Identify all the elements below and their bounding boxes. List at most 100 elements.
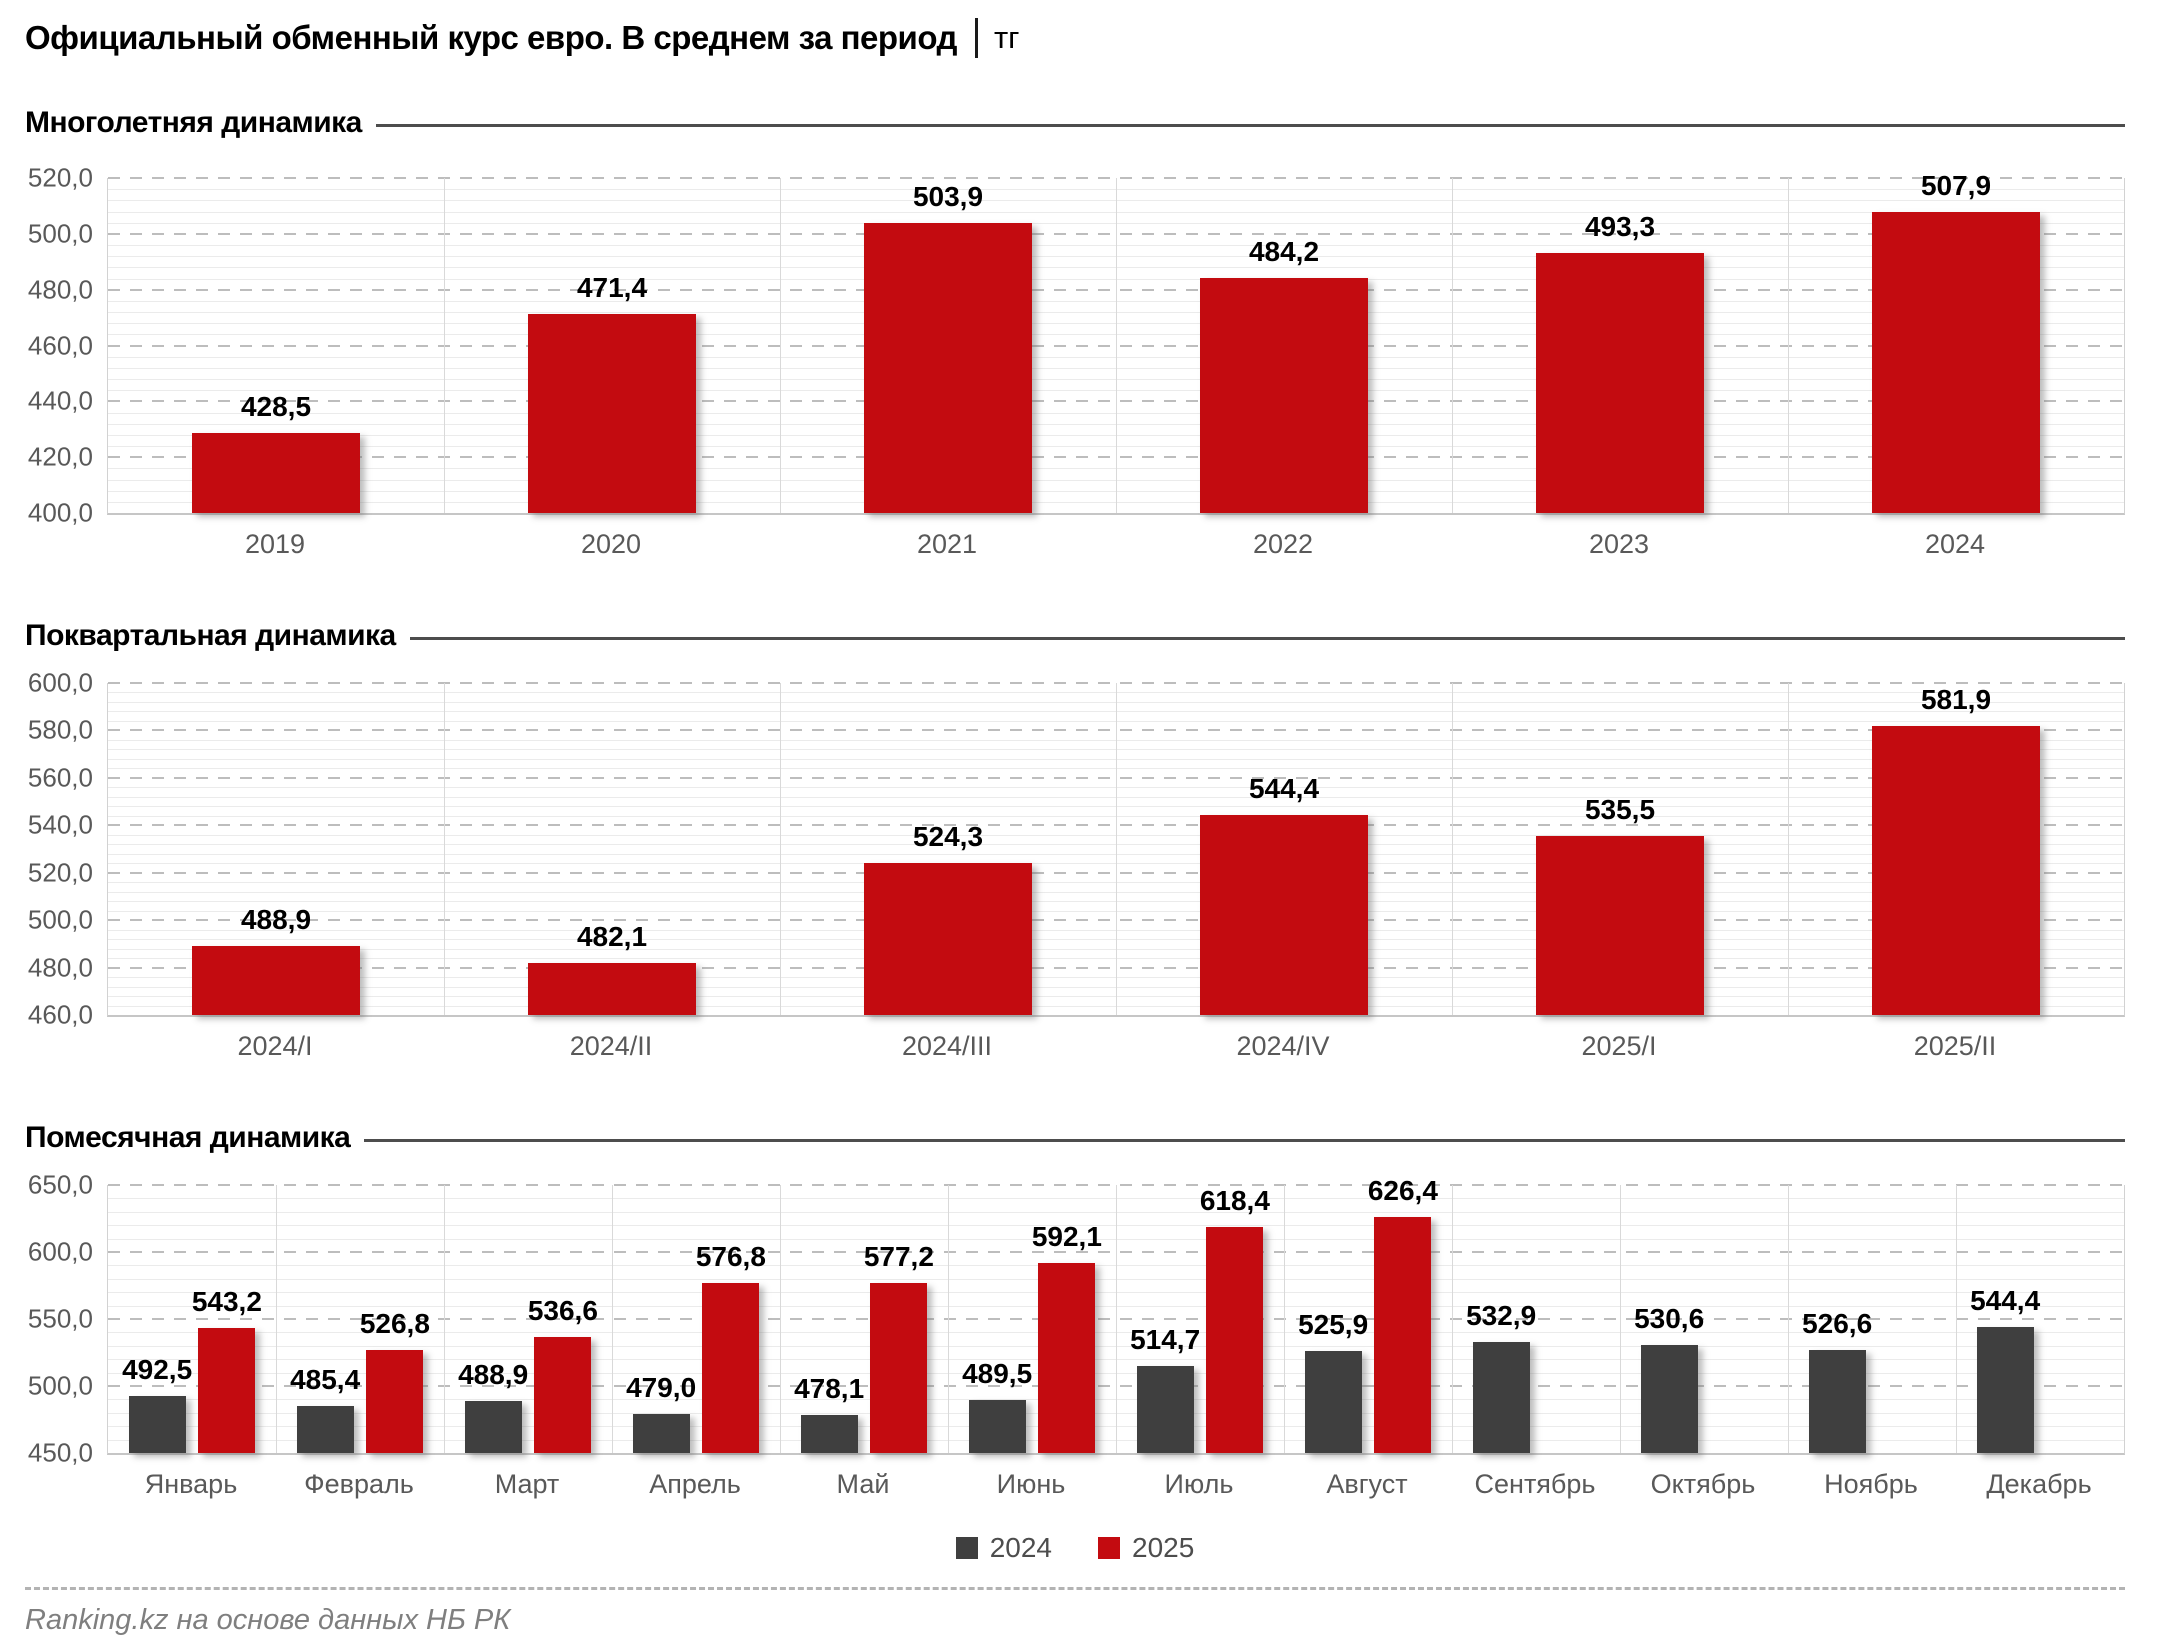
x-tick-label: 2024/III xyxy=(901,1030,993,1061)
bar-value-label: 525,9 xyxy=(1298,1309,1369,1341)
bar-value-label: 526,6 xyxy=(1802,1308,1873,1340)
legend-swatch-2025 xyxy=(1098,1537,1120,1559)
chart-monthly: 450,0 500,0 550,0 600,0 650,0 492,5 543,2 485,… xyxy=(25,1170,2125,1513)
section-rule xyxy=(409,636,2125,640)
y-tick-label: 400,0 xyxy=(27,497,93,528)
bar-2025-Июль xyxy=(1206,1227,1264,1453)
x-tick-label: Июль xyxy=(1164,1468,1234,1499)
legend-item-2024: 2024 xyxy=(955,1532,1052,1564)
bar-value-2025/II xyxy=(1872,725,2040,1015)
chart-multiyear: 400,0 420,0 440,0 460,0 480,0 500,0 520,0 428,… xyxy=(25,163,2125,573)
category-separator xyxy=(780,1185,781,1453)
category-separator xyxy=(1116,178,1117,513)
bar-2024-Март xyxy=(464,1400,522,1453)
x-axis-labels: 2024/I 2024/II 2024/III 2024/IV 2025/I 2025/I… xyxy=(107,1017,2125,1075)
y-tick-label: 600,0 xyxy=(27,1236,93,1267)
bar-2024-Ноябрь xyxy=(1808,1350,1866,1453)
bar-value-label: 488,9 xyxy=(458,1358,529,1390)
bar-value-2022 xyxy=(1200,277,1368,513)
bar-value-2024/II xyxy=(528,962,696,1015)
x-tick-label: Декабрь xyxy=(1986,1468,2092,1499)
x-tick-label: 2025/I xyxy=(1581,1030,1657,1061)
category-separator xyxy=(612,1185,613,1453)
category-separator xyxy=(1284,1185,1285,1453)
section-multiyear: Многолетняя динамика 400,0 420,0 440,0 460,… xyxy=(25,106,2125,573)
bar-value-label: 482,1 xyxy=(576,920,648,952)
bar-2025-Май xyxy=(870,1282,928,1453)
bar-value-label: 507,9 xyxy=(1920,169,1992,201)
bar-2024-Июнь xyxy=(968,1400,1026,1453)
bar-value-label: 492,5 xyxy=(122,1354,193,1386)
plot-area: 488,9 482,1 524,3 544,4 535,5 581,9 xyxy=(107,682,2125,1017)
bar-2024-Декабрь xyxy=(1976,1326,2034,1453)
legend-item-2025: 2025 xyxy=(1098,1532,1194,1564)
bar-2024-Февраль xyxy=(296,1405,354,1453)
bar-value-2021 xyxy=(864,222,1032,513)
bar-value-label: 493,3 xyxy=(1584,210,1656,242)
bar-value-label: 544,4 xyxy=(1970,1284,2041,1316)
bar-value-label: 428,5 xyxy=(240,391,312,423)
bar-value-label: 581,9 xyxy=(1920,683,1992,715)
y-tick-label: 650,0 xyxy=(27,1169,93,1200)
x-tick-label: 2024 xyxy=(1924,528,1986,559)
y-tick-label: 550,0 xyxy=(27,1303,93,1334)
plot-area: 492,5 543,2 485,4 526,8 488,9 536,6 479,0 576,8… xyxy=(107,1176,2125,1455)
bar-2024-Октябрь xyxy=(1640,1345,1698,1453)
bar-value-label: 536,6 xyxy=(527,1294,598,1326)
y-tick-label: 500,0 xyxy=(27,218,93,249)
bar-value-label: 489,5 xyxy=(962,1358,1033,1390)
x-tick-label: Август xyxy=(1326,1468,1408,1499)
x-tick-label: 2025/II xyxy=(1913,1030,1997,1061)
category-separator xyxy=(780,178,781,513)
y-tick-label: 580,0 xyxy=(27,714,93,745)
y-tick-label: 500,0 xyxy=(27,904,93,935)
category-separator xyxy=(780,683,781,1015)
category-separator xyxy=(1620,1185,1621,1453)
section-rule xyxy=(375,123,2125,127)
bar-value-label: 485,4 xyxy=(290,1363,361,1395)
y-tick-label: 460,0 xyxy=(27,330,93,360)
category-separator xyxy=(1116,683,1117,1015)
bar-value-label: 526,8 xyxy=(359,1308,430,1340)
bar-value-label: 577,2 xyxy=(863,1240,934,1272)
bar-value-label: 535,5 xyxy=(1584,793,1656,825)
y-tick-label: 540,0 xyxy=(27,809,93,840)
x-tick-label: Май xyxy=(836,1468,890,1499)
y-axis: 460,0 480,0 500,0 520,0 540,0 560,0 580,0 600,0 xyxy=(25,668,107,1030)
bar-value-label: 544,4 xyxy=(1248,772,1320,804)
chart-quarterly: 460,0 480,0 500,0 520,0 540,0 560,0 580,0 600,0… xyxy=(25,668,2125,1075)
section-title: Многолетняя динамика xyxy=(25,106,362,139)
bar-2024-Апрель xyxy=(632,1414,690,1453)
page-title: Официальный обменный курс евро. В средне… xyxy=(25,14,2125,62)
x-tick-label: 2024/II xyxy=(569,1030,653,1061)
section-header-quarterly: Поквартальная динамика xyxy=(25,619,2125,653)
page-title-text: Официальный обменный курс евро. В средне… xyxy=(25,19,957,56)
category-separator xyxy=(444,1185,445,1453)
x-tick-label: Апрель xyxy=(649,1468,741,1499)
x-tick-label: Март xyxy=(494,1468,560,1499)
bar-value-label: 471,4 xyxy=(576,271,648,303)
bar-2025-Апрель xyxy=(702,1283,760,1453)
category-separator xyxy=(1788,1185,1789,1453)
bar-value-label: 626,4 xyxy=(1367,1174,1438,1206)
title-separator-bar xyxy=(974,18,978,58)
bar-value-label: 503,9 xyxy=(912,180,984,212)
category-separator xyxy=(276,1185,277,1453)
x-tick-label: Июнь xyxy=(996,1468,1066,1499)
category-separator xyxy=(1788,178,1789,513)
x-tick-label: 2023 xyxy=(1588,528,1650,559)
bar-2024-Август xyxy=(1304,1351,1362,1453)
bar-value-label: 514,7 xyxy=(1130,1324,1201,1356)
x-tick-label: Февраль xyxy=(304,1468,414,1499)
y-tick-label: 500,0 xyxy=(27,1370,93,1401)
y-tick-label: 480,0 xyxy=(27,952,93,983)
bar-value-2020 xyxy=(528,313,696,513)
plot-area: 428,5 471,4 503,9 484,2 493,3 507,9 xyxy=(107,171,2125,515)
category-separator xyxy=(1452,178,1453,513)
category-separator xyxy=(1452,1185,1453,1453)
x-tick-label: 2020 xyxy=(580,528,642,559)
y-tick-label: 420,0 xyxy=(27,441,93,472)
y-tick-label: 460,0 xyxy=(27,999,93,1030)
bar-value-2024 xyxy=(1872,211,2040,513)
bar-2024-Январь xyxy=(128,1396,186,1453)
